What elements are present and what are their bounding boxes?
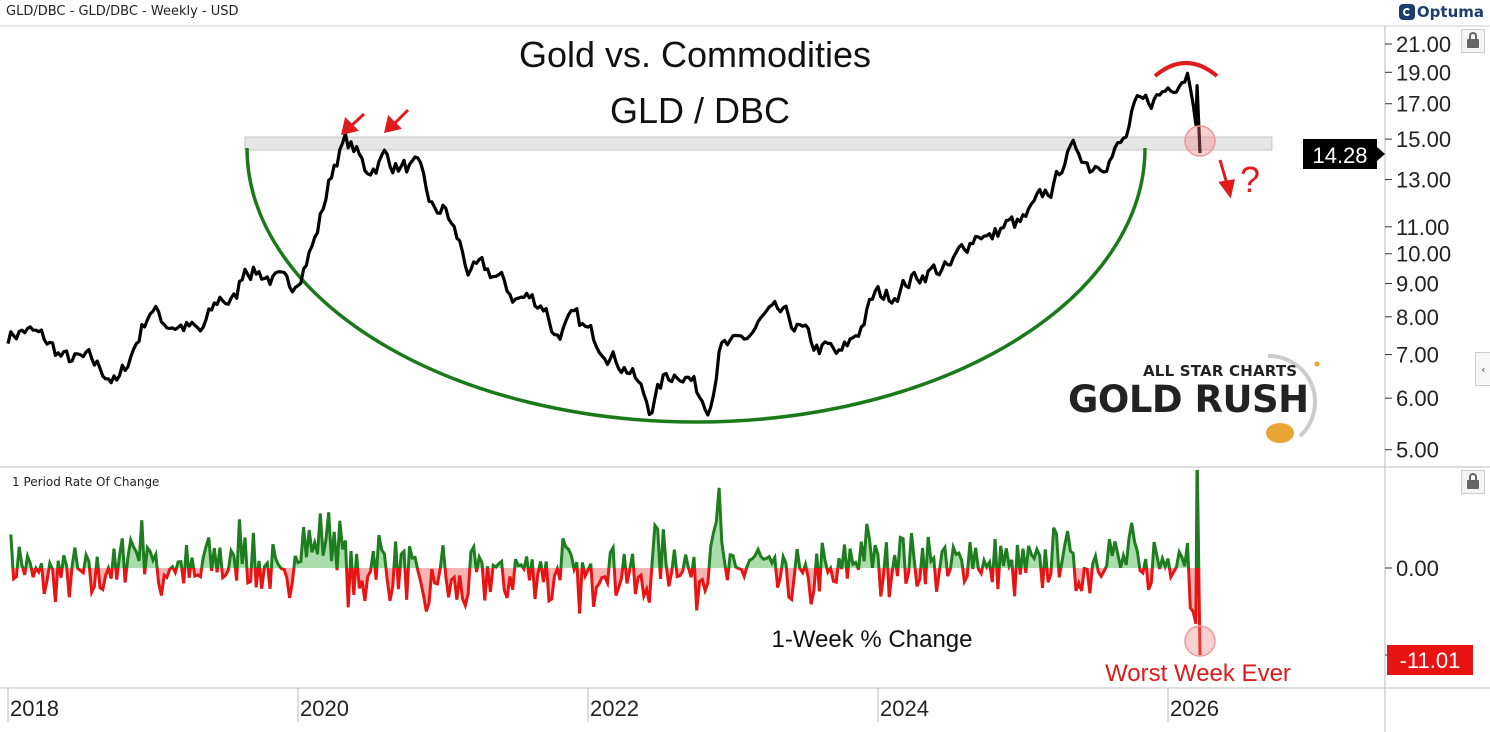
down-arrow [1218, 159, 1235, 199]
top-cap-arc [1153, 61, 1219, 78]
brand-swoosh [1267, 353, 1318, 438]
chart-header-title: GLD/DBC - GLD/DBC - Weekly - USD [6, 4, 239, 19]
roc-negative-area [10, 568, 1201, 655]
price-tick-label: 6.00 [1396, 386, 1439, 411]
x-tick-label: 2018 [10, 696, 59, 721]
price-tick-label: 17.00 [1396, 92, 1451, 117]
gold-rush-brand: ALL STAR CHARTS GOLD RUSH [1068, 362, 1309, 420]
x-tick-label: 2024 [880, 696, 929, 721]
last-roc-value: -11.01 [1400, 648, 1461, 673]
time-x-axis: 2018 2020 2022 2024 2026 [7, 688, 1219, 722]
price-line [6, 71, 1202, 417]
roc-line-positive [9, 470, 1201, 568]
red-arrowhead-icon [340, 117, 359, 136]
collapse-panel-button[interactable]: ‹ [1475, 352, 1490, 386]
last-roc-badge [1387, 645, 1473, 675]
chevron-left-icon: ‹ [1481, 362, 1486, 376]
resistance-band [244, 136, 1273, 151]
peak-arrows [340, 108, 410, 136]
price-tick-label: 13.00 [1396, 168, 1451, 193]
optuma-logo-text: Optuma [1416, 3, 1484, 21]
price-series [6, 71, 1202, 417]
price-tick-label: 5.00 [1396, 438, 1439, 463]
lock-roc-scale-button[interactable] [1461, 470, 1485, 494]
lock-icon [1467, 473, 1479, 489]
roc-series [9, 470, 1202, 656]
brand-line2: GOLD RUSH [1068, 378, 1309, 421]
breakdown-circle [1184, 125, 1216, 157]
x-tick-label: 2026 [1170, 696, 1219, 721]
worst-week-label: Worst Week Ever [1105, 660, 1291, 687]
red-arrowhead-icon [383, 115, 402, 134]
price-tick-label: 21.00 [1396, 32, 1451, 57]
roc-pane-title: 1 Period Rate Of Change [12, 475, 159, 489]
x-tick-label: 2020 [300, 696, 349, 721]
roc-line-negative [11, 568, 1202, 656]
last-price-pointer [1377, 147, 1385, 161]
lock-price-scale-button[interactable] [1461, 29, 1485, 53]
worst-week-circle [1184, 625, 1216, 657]
price-tick-label: 15.00 [1396, 127, 1451, 152]
chart-title-line2: GLD / DBC [610, 90, 790, 131]
price-tick-label: 8.00 [1396, 305, 1439, 330]
optuma-logo: Optuma [1398, 3, 1484, 21]
question-mark: ? [1240, 159, 1260, 200]
chart-title-line1: Gold vs. Commodities [519, 34, 871, 75]
last-price-value: 14.28 [1312, 143, 1367, 168]
price-tick-label: 9.00 [1396, 272, 1439, 297]
price-tick-label: 19.00 [1396, 60, 1451, 85]
roc-label: 1-Week % Change [772, 626, 973, 653]
star-icon [1314, 361, 1320, 367]
lock-icon [1467, 32, 1479, 48]
optuma-logo-icon [1398, 4, 1415, 20]
roc-y-axis: 0.00 [1385, 556, 1439, 656]
brand-line1: ALL STAR CHARTS [1143, 362, 1298, 380]
gold-nugget-icon [1266, 423, 1294, 443]
price-tick-label: 7.00 [1396, 343, 1439, 368]
last-price-badge [1303, 139, 1377, 169]
price-tick-label: 11.00 [1396, 215, 1449, 240]
price-tick-label: 10.00 [1396, 242, 1451, 267]
x-tick-label: 2022 [590, 696, 639, 721]
roc-tick-label: 0.00 [1396, 556, 1439, 581]
